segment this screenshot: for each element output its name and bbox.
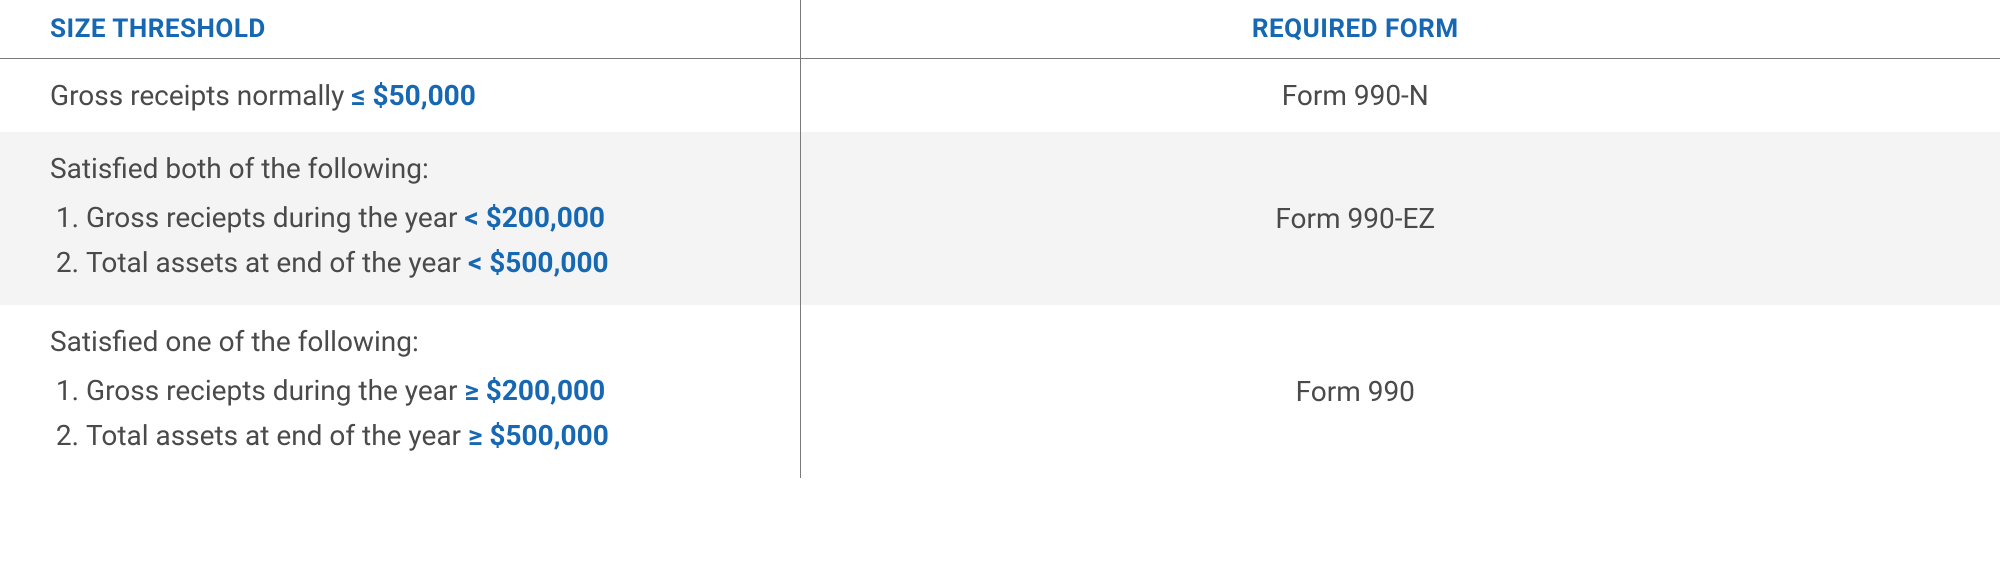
list-item: Total assets at end of the year ≥ $500,0…	[86, 413, 770, 458]
threshold-cell: Gross receipts normally ≤ $50,000	[0, 59, 800, 133]
threshold-intro: Satisfied both of the following:	[50, 152, 770, 185]
header-size-threshold: SIZE THRESHOLD	[0, 0, 800, 59]
threshold-cell: Satisfied one of the following: Gross re…	[0, 305, 800, 478]
form-cell: Form 990	[800, 305, 2000, 478]
list-item: Gross reciepts during the year < $200,00…	[86, 195, 770, 240]
table-row: Gross receipts normally ≤ $50,000 Form 9…	[0, 59, 2000, 133]
table-row: Satisfied one of the following: Gross re…	[0, 305, 2000, 478]
table-body: Gross receipts normally ≤ $50,000 Form 9…	[0, 59, 2000, 479]
header-required-form: REQUIRED FORM	[800, 0, 2000, 59]
criteria-list: Gross reciepts during the year ≥ $200,00…	[50, 368, 770, 458]
criteria-value: ≥ $500,000	[468, 419, 609, 452]
form-cell: Form 990-N	[800, 59, 2000, 133]
table-row: Satisfied both of the following: Gross r…	[0, 132, 2000, 305]
criteria-list: Gross reciepts during the year < $200,00…	[50, 195, 770, 285]
table-header-row: SIZE THRESHOLD REQUIRED FORM	[0, 0, 2000, 59]
criteria-text: Gross reciepts during the year	[86, 374, 464, 407]
threshold-value: ≤ $50,000	[351, 79, 476, 112]
threshold-text: Gross receipts normally	[50, 79, 351, 112]
criteria-text: Gross reciepts during the year	[86, 201, 464, 234]
list-item: Total assets at end of the year < $500,0…	[86, 240, 770, 285]
list-item: Gross reciepts during the year ≥ $200,00…	[86, 368, 770, 413]
form-requirements-table: SIZE THRESHOLD REQUIRED FORM Gross recei…	[0, 0, 2000, 478]
criteria-value: < $200,000	[464, 201, 605, 234]
threshold-cell: Satisfied both of the following: Gross r…	[0, 132, 800, 305]
criteria-value: ≥ $200,000	[464, 374, 605, 407]
threshold-intro: Satisfied one of the following:	[50, 325, 770, 358]
criteria-value: < $500,000	[468, 246, 609, 279]
criteria-text: Total assets at end of the year	[86, 419, 468, 452]
criteria-text: Total assets at end of the year	[86, 246, 468, 279]
form-cell: Form 990-EZ	[800, 132, 2000, 305]
